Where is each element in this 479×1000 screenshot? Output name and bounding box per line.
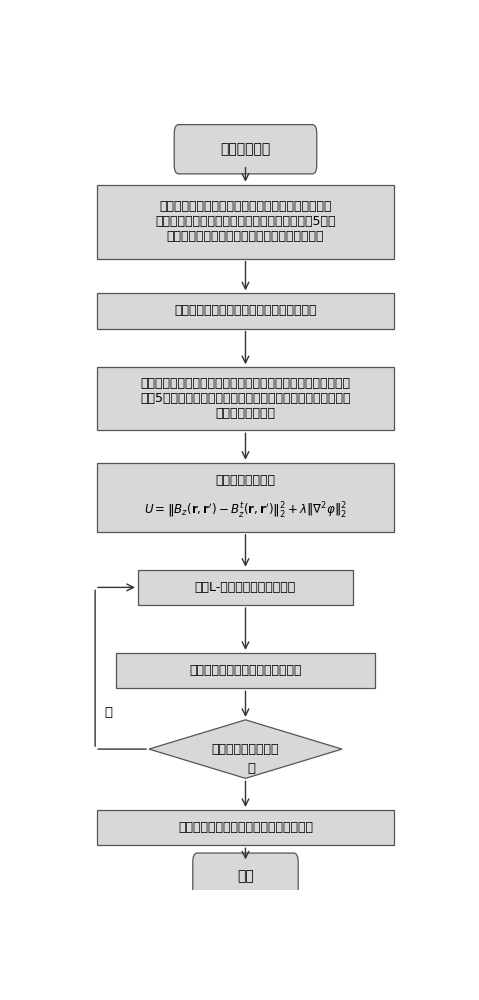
Text: 否: 否 [104, 706, 112, 719]
FancyBboxPatch shape [97, 293, 394, 329]
Text: 系统参数输入: 系统参数输入 [220, 142, 271, 156]
Text: 利用流函数技术，离散得到实际绕线分布: 利用流函数技术，离散得到实际绕线分布 [178, 821, 313, 834]
Text: 计算每个网格节点的离散流函数基函数形式: 计算每个网格节点的离散流函数基函数形式 [174, 304, 317, 317]
Text: 运用L-曲线法选择正则化参数: 运用L-曲线法选择正则化参数 [195, 581, 296, 594]
Text: 是: 是 [247, 762, 255, 775]
FancyBboxPatch shape [193, 853, 298, 899]
Text: 是否满足设计要求？: 是否满足设计要求？ [212, 743, 279, 756]
Text: 计算网格节点的基函数对成像区域中病人床以上球形表面部分和
外郥5高斯杂散场约束圆柱体表面的所有目标场点产生的轴向磁
感应强度系数矩阵: 计算网格节点的基函数对成像区域中病人床以上球形表面部分和 外郥5高斯杂散场约束圆… [140, 377, 351, 420]
FancyBboxPatch shape [97, 367, 394, 430]
FancyBboxPatch shape [97, 810, 394, 845]
Text: 结束: 结束 [237, 869, 254, 883]
FancyBboxPatch shape [97, 463, 394, 532]
Text: 建立优化计算模型: 建立优化计算模型 [216, 474, 275, 487]
FancyBboxPatch shape [115, 653, 376, 688]
Text: 求解骨架所有网格节点的流函数值: 求解骨架所有网格节点的流函数值 [189, 664, 302, 677]
Text: 主线圈骨架区域和屏蔽线圈骨架区域进行三维网格划
分，成像区域中病人床以上球形表面部分和外郥5高斯
杂散场约束圆柱体表面均匀划分成多个目标场点: 主线圈骨架区域和屏蔽线圈骨架区域进行三维网格划 分，成像区域中病人床以上球形表面… [155, 200, 336, 243]
Polygon shape [149, 720, 342, 778]
FancyBboxPatch shape [138, 570, 353, 605]
FancyBboxPatch shape [97, 185, 394, 259]
FancyBboxPatch shape [174, 125, 317, 174]
Text: $U=\left\|B_z(\mathbf{r},\mathbf{r}')-B_z^t(\mathbf{r},\mathbf{r}')\right\|_2^2+: $U=\left\|B_z(\mathbf{r},\mathbf{r}')-B_… [144, 501, 347, 521]
